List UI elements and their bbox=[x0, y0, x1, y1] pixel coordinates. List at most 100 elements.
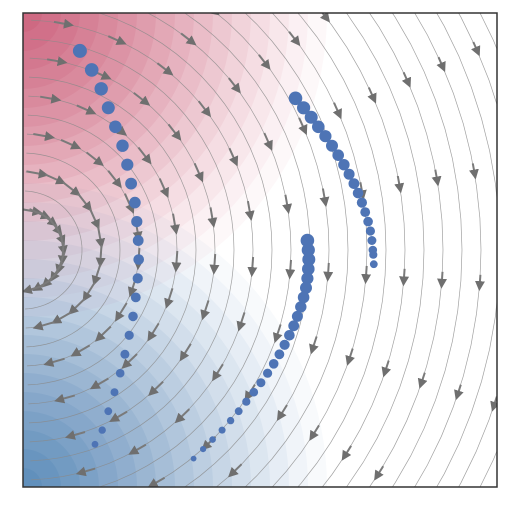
flow-arrow bbox=[323, 262, 334, 282]
flow-arrow bbox=[417, 372, 428, 389]
flow-arrow bbox=[26, 168, 49, 179]
scatter-point-series-1 bbox=[101, 101, 115, 115]
flow-arrow bbox=[82, 282, 96, 302]
flow-arrow bbox=[68, 298, 86, 315]
flow-arrow bbox=[258, 54, 271, 70]
field-ring-positive bbox=[23, 13, 61, 51]
field-ring-negative bbox=[23, 202, 308, 487]
scatter-point-series-2 bbox=[369, 260, 378, 269]
flow-arrow bbox=[394, 175, 405, 194]
field-ring-positive bbox=[23, 13, 99, 89]
flow-arrow bbox=[95, 245, 106, 268]
streamline bbox=[297, 13, 387, 487]
flow-arrow bbox=[109, 410, 128, 423]
scatter-point-series-3 bbox=[263, 368, 273, 378]
flow-arrow bbox=[474, 274, 485, 292]
scatter-point-series-3 bbox=[256, 378, 266, 388]
flow-arrow bbox=[123, 193, 135, 214]
flow-arrow bbox=[94, 325, 112, 342]
flow-arrow bbox=[44, 173, 67, 185]
flow-arrow bbox=[88, 505, 105, 510]
flow-arrow bbox=[436, 56, 446, 73]
scatter-point-series-3 bbox=[249, 387, 259, 397]
flow-arrow bbox=[471, 41, 481, 57]
scatter-point-series-2 bbox=[343, 168, 355, 180]
flow-arrow bbox=[147, 476, 166, 487]
flow-arrow bbox=[468, 163, 479, 180]
streamline bbox=[26, 152, 121, 348]
flow-arrow bbox=[115, 302, 128, 322]
scatter-point-series-2 bbox=[367, 236, 377, 245]
field-ring-positive bbox=[23, 13, 270, 260]
flow-arrow bbox=[91, 263, 102, 286]
flow-arrow bbox=[309, 424, 320, 441]
scatter-point-series-2 bbox=[360, 207, 371, 218]
field-ring-negative bbox=[23, 240, 270, 487]
scatter-point-series-3 bbox=[297, 291, 310, 304]
scatter-point-series-3 bbox=[268, 359, 279, 369]
streamline bbox=[414, 13, 482, 487]
flow-arrow bbox=[207, 207, 218, 228]
scatter-point-series-2 bbox=[356, 197, 367, 208]
flow-arrow bbox=[228, 77, 241, 94]
streamline bbox=[271, 13, 368, 487]
scatter-point-series-2 bbox=[365, 226, 375, 236]
flow-arrow bbox=[62, 181, 81, 197]
scatter-point-series-3 bbox=[190, 455, 197, 462]
flow-arrow bbox=[381, 360, 392, 378]
flow-arrow bbox=[309, 336, 319, 355]
scatter-point-series-2 bbox=[363, 216, 373, 227]
flow-arrow bbox=[319, 188, 330, 208]
field-ring-negative bbox=[23, 354, 156, 487]
flow-arrow bbox=[200, 300, 210, 321]
flow-arrow bbox=[76, 104, 97, 115]
scatter-point-series-1 bbox=[132, 273, 143, 284]
flow-arrow bbox=[401, 71, 412, 88]
flow-arrow bbox=[32, 320, 55, 331]
scatter-point-series-1 bbox=[125, 177, 137, 190]
scatter-point-series-1 bbox=[94, 82, 108, 96]
flow-arrow bbox=[23, 284, 45, 294]
scatter-point-series-1 bbox=[131, 216, 143, 228]
scatter-point-series-2 bbox=[319, 130, 332, 143]
flow-arrow bbox=[60, 138, 82, 150]
flow-arrow bbox=[282, 194, 293, 215]
flow-arrow bbox=[167, 123, 182, 141]
flow-arrow bbox=[171, 250, 182, 273]
flow-arrow bbox=[147, 322, 160, 342]
scatter-point-series-3 bbox=[302, 262, 315, 276]
scatter-point-series-1 bbox=[133, 254, 144, 265]
flow-arrow bbox=[236, 312, 247, 332]
streamline bbox=[25, 190, 83, 310]
scatter-point-series-1 bbox=[129, 196, 141, 209]
streamline bbox=[391, 13, 463, 487]
flow-arrow bbox=[51, 311, 72, 324]
flow-arrow bbox=[332, 102, 342, 120]
scatter-point-series-3 bbox=[284, 330, 295, 341]
scatter-point-series-3 bbox=[300, 281, 312, 294]
scatter-point-series-1 bbox=[128, 311, 138, 322]
flow-arrow bbox=[298, 117, 308, 136]
scatter-point-series-1 bbox=[98, 426, 106, 434]
flow-arrow bbox=[43, 357, 65, 367]
scatter-point-series-3 bbox=[226, 416, 235, 425]
flow-arrow bbox=[121, 353, 138, 369]
streamline bbox=[321, 13, 406, 487]
flow-arrow bbox=[263, 132, 273, 151]
flow-arrow bbox=[77, 193, 93, 212]
scatter-point-series-1 bbox=[104, 407, 113, 416]
flow-arrow bbox=[95, 226, 106, 249]
flow-arrow bbox=[170, 213, 180, 235]
flow-arrow bbox=[361, 265, 372, 285]
scatter-point-series-1 bbox=[121, 158, 134, 171]
field-ring-positive bbox=[23, 13, 156, 146]
scatter-point-series-2 bbox=[348, 178, 360, 190]
field-ring-negative bbox=[23, 316, 194, 487]
flow-arrow bbox=[244, 200, 255, 221]
scatter-point-series-1 bbox=[120, 349, 130, 359]
flow-arrow bbox=[54, 393, 76, 404]
streamline bbox=[369, 13, 444, 487]
scatter-point-series-3 bbox=[200, 446, 207, 453]
streamline bbox=[30, 38, 235, 462]
